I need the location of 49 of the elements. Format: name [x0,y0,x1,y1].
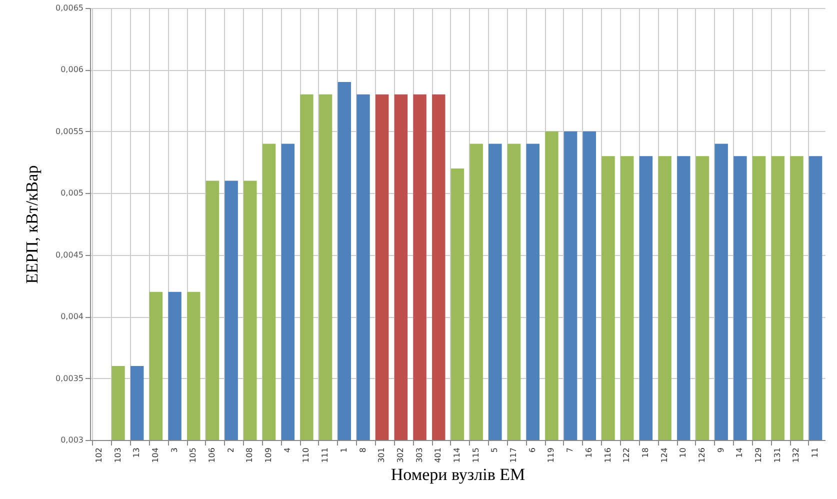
y-tick-label: 0,006 [60,65,84,74]
x-tick-label: 8 [358,448,368,453]
x-tick-label: 301 [377,448,386,463]
y-tick-label: 0,003 [60,436,84,444]
x-tick-label: 110 [302,448,311,463]
x-tick-label: 108 [245,448,254,463]
x-tick-label: 10 [678,448,688,458]
x-tick-label: 105 [188,448,198,463]
x-tick-label: 303 [414,448,424,463]
x-tick-label: 122 [622,448,632,463]
x-tick-label: 102 [94,448,104,463]
x-tick-label: 119 [546,448,556,463]
x-tick-label: 131 [772,448,782,463]
x-tick-label: 115 [471,448,480,463]
x-tick-label: 109 [264,448,274,463]
x-tick-label: 401 [434,448,443,463]
x-tick-label: 126 [698,448,706,463]
x-tick-label: 124 [660,448,669,463]
x-tick-label: 111 [320,448,330,463]
x-tick-label: 114 [452,448,462,463]
y-tick-label: 0,0035 [56,374,84,383]
y-tick-label: 0,0065 [56,4,84,12]
x-tick-label: 18 [640,448,650,458]
y-axis-title: ЕЕРП, кВт/кВар [22,165,42,284]
x-tick-label: 129 [754,448,764,463]
x-tick-label: 5 [490,448,500,453]
x-tick-label: 7 [566,448,575,453]
x-tick-label: 16 [584,448,594,458]
y-tick-label: 0,005 [60,188,84,198]
y-tick-label: 0,004 [60,312,84,322]
x-tick-label: 106 [208,448,216,463]
x-tick-label: 3 [170,448,179,453]
x-tick-label: 103 [113,448,122,463]
y-tick-label: 0,0055 [56,126,84,136]
x-axis-title: Номери вузлів ЕМ [390,464,526,484]
x-tick-label: 4 [282,448,292,453]
x-tick-label: 2 [226,448,236,453]
y-tick-label: 0,0045 [56,250,84,260]
x-tick-label: 117 [509,448,518,463]
x-tick-label: 14 [735,448,744,458]
x-tick-label: 11 [810,448,820,458]
x-tick-label: 302 [396,448,405,463]
x-tick-label: 9 [716,448,726,453]
x-tick-label: 13 [132,448,142,458]
x-tick-label: 6 [528,448,537,453]
x-tick-label: 104 [150,448,160,463]
x-tick-label: 116 [603,448,612,463]
x-tick-label: 1 [339,448,348,453]
x-tick-label: 132 [792,448,801,463]
